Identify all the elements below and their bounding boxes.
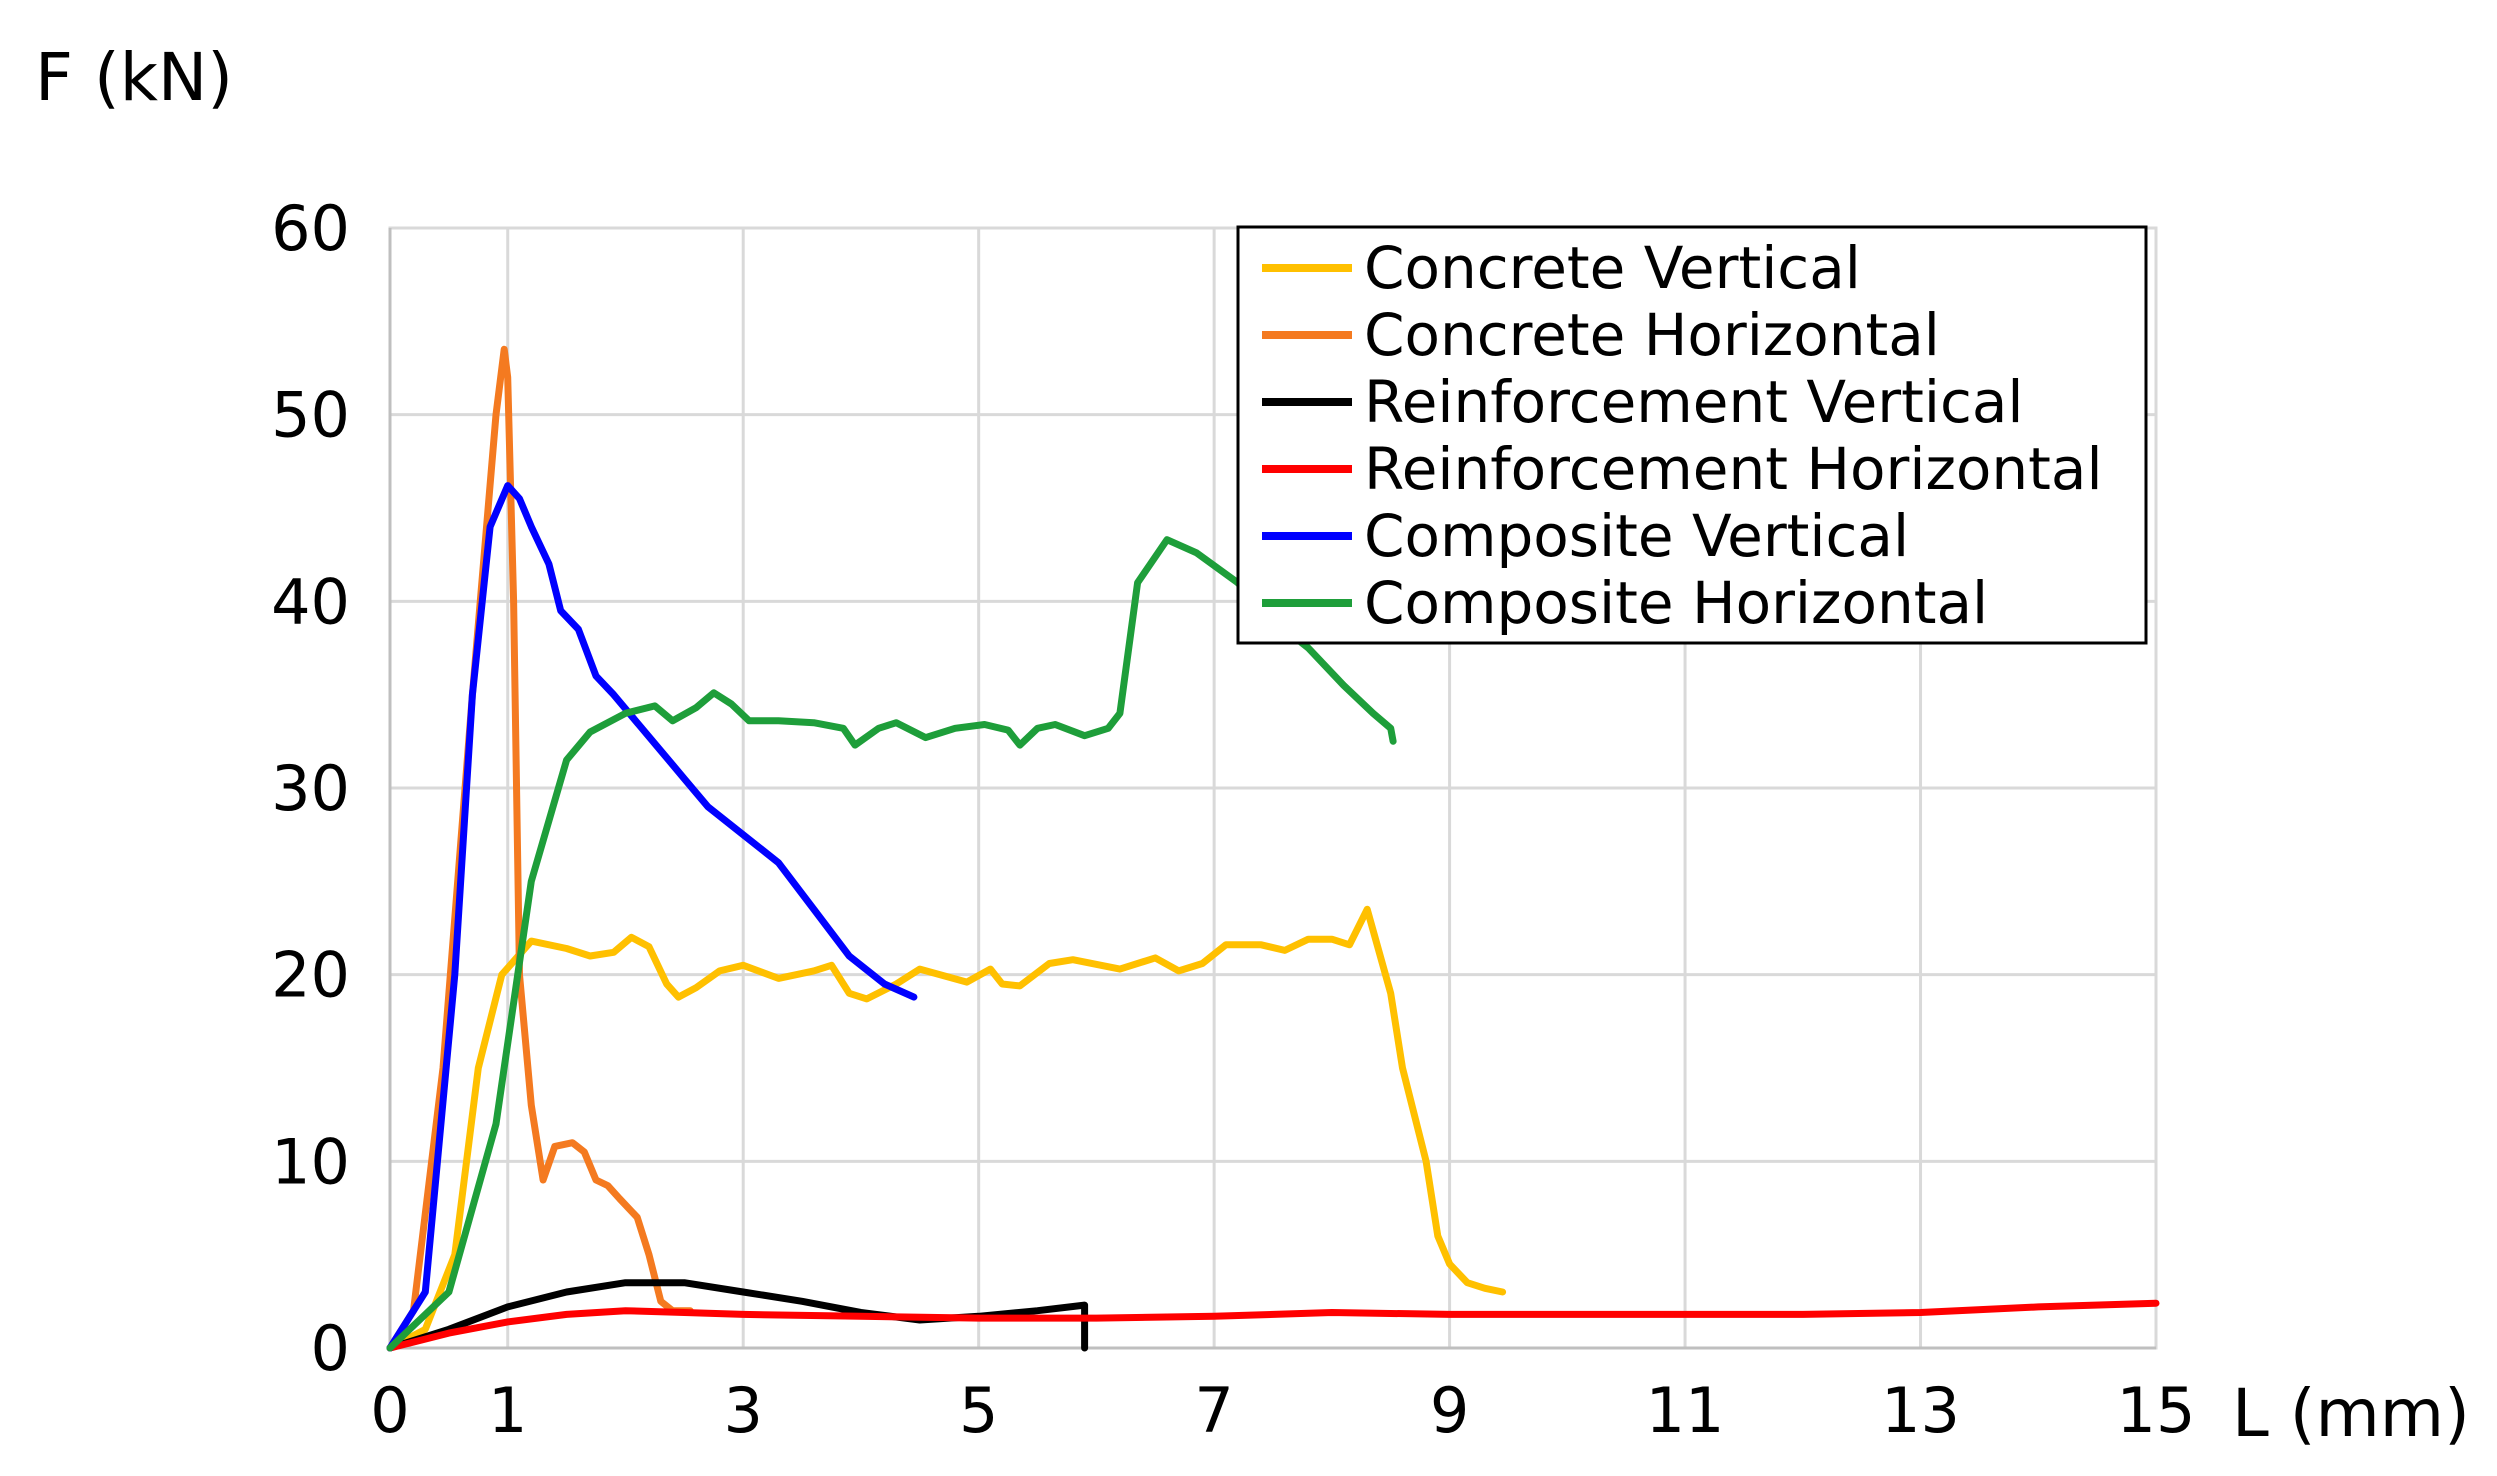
x-tick-label-2: 3: [723, 1374, 762, 1447]
x-tick-label-3: 5: [959, 1374, 998, 1447]
legend-label-3: Reinforcement Horizontal: [1364, 435, 2103, 503]
series-line-2: [386, 1279, 1089, 1352]
x-axis-title: L (mm): [2232, 1375, 2470, 1452]
y-axis-title: F (kN): [35, 39, 233, 116]
legend-label-0: Concrete Vertical: [1364, 234, 1861, 302]
series-line-4: [386, 482, 918, 1352]
series-line-0: [386, 905, 1507, 1352]
y-tick-label-3: 30: [271, 752, 350, 825]
series-line-3: [386, 1299, 2160, 1352]
legend-label-2: Reinforcement Vertical: [1364, 368, 2024, 436]
x-tick-label-0: 0: [370, 1374, 409, 1447]
series-line-5: [386, 536, 1397, 1352]
y-tick-label-0: 0: [311, 1312, 350, 1385]
y-tick-label-4: 40: [271, 565, 350, 638]
x-tick-label-7: 13: [1881, 1374, 1960, 1447]
gridlines: [388, 226, 2158, 1350]
x-tick-label-8: 15: [2117, 1374, 2196, 1447]
y-tick-label-2: 20: [271, 939, 350, 1012]
series-lines: [386, 345, 2160, 1352]
legend-label-4: Composite Vertical: [1364, 502, 1909, 570]
y-tick-label-6: 60: [271, 192, 350, 265]
legend-label-1: Concrete Horizontal: [1364, 301, 1940, 369]
x-tick-label-4: 7: [1194, 1374, 1233, 1447]
legend-label-5: Composite Horizontal: [1364, 569, 1988, 637]
y-tick-label-1: 10: [271, 1125, 350, 1198]
x-tick-label-5: 9: [1430, 1374, 1469, 1447]
legend-box: [1236, 225, 2148, 645]
y-tick-label-5: 50: [271, 379, 350, 452]
x-tick-label-6: 11: [1646, 1374, 1725, 1447]
x-tick-label-1: 1: [488, 1374, 527, 1447]
